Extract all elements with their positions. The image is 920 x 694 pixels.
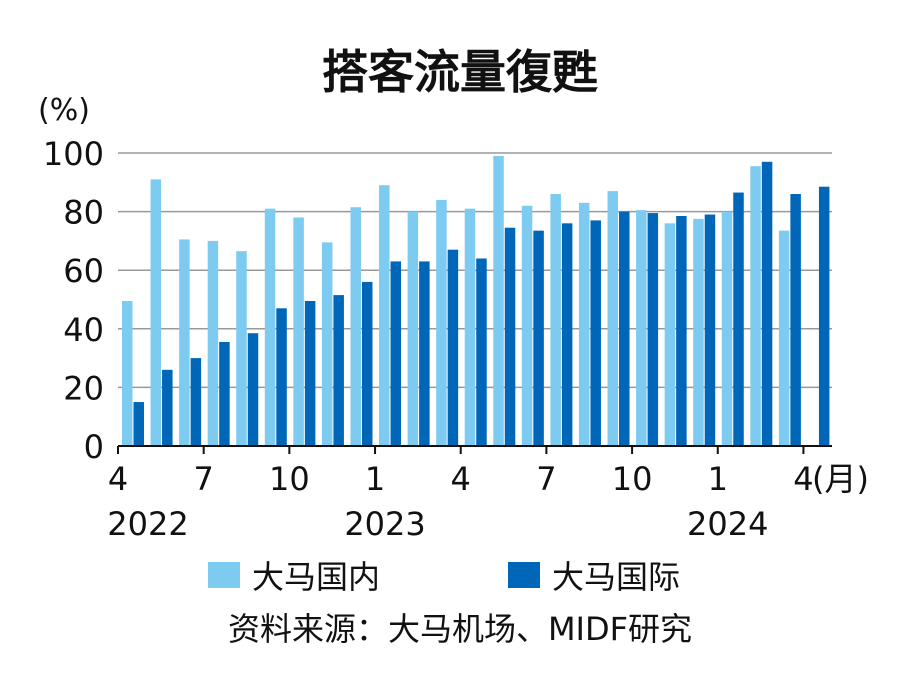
bar-international bbox=[619, 211, 630, 446]
x-tick-label: 7 bbox=[194, 460, 214, 498]
bar-international bbox=[247, 333, 259, 446]
y-tick-label: 80 bbox=[63, 194, 104, 232]
x-tick-label: 4 bbox=[108, 460, 128, 498]
bar-international bbox=[419, 261, 430, 446]
bar-international bbox=[590, 220, 601, 446]
bar-international bbox=[476, 258, 487, 446]
bar-domestic bbox=[379, 185, 390, 447]
bar-domestic bbox=[179, 239, 190, 446]
legend-swatch-domestic bbox=[208, 562, 240, 588]
bar-international bbox=[447, 249, 459, 446]
bar-international bbox=[676, 215, 687, 446]
x-tick-label: 10 bbox=[269, 460, 310, 498]
bar-domestic bbox=[521, 205, 533, 446]
bar-domestic bbox=[664, 223, 676, 446]
bar-domestic bbox=[264, 208, 276, 446]
bar-domestic bbox=[464, 208, 476, 446]
y-tick-label: 100 bbox=[43, 135, 104, 173]
bar-international bbox=[162, 369, 173, 446]
bar-domestic bbox=[350, 207, 361, 446]
x-tick-label: 4 bbox=[793, 460, 813, 498]
bar-international bbox=[733, 192, 744, 446]
bar-international bbox=[276, 308, 287, 446]
legend-label-international: 大马国际 bbox=[552, 558, 680, 596]
bar-international bbox=[333, 295, 344, 446]
bar-international bbox=[361, 281, 373, 446]
bar-domestic bbox=[436, 199, 447, 446]
bar-international bbox=[219, 341, 230, 446]
bar-domestic bbox=[321, 242, 333, 446]
legend: 大马国内 大马国际 bbox=[208, 558, 680, 596]
year-label: 2022 bbox=[107, 505, 188, 543]
bar-domestic bbox=[207, 240, 219, 446]
bar-international bbox=[304, 300, 316, 446]
bar-domestic bbox=[407, 211, 419, 446]
bar-international bbox=[190, 358, 202, 446]
chart-title: 搭客流量復甦 bbox=[322, 45, 598, 99]
year-label: 2024 bbox=[687, 505, 768, 543]
x-tick-label: 10 bbox=[612, 460, 653, 498]
bar-domestic bbox=[122, 300, 133, 446]
x-tick-label: 1 bbox=[365, 460, 385, 498]
y-tick-label: 60 bbox=[63, 252, 104, 290]
year-label: 2023 bbox=[344, 505, 425, 543]
bar-international bbox=[533, 230, 544, 446]
bar-domestic bbox=[636, 210, 647, 446]
bar-international bbox=[647, 213, 659, 446]
y-tick-label: 20 bbox=[63, 369, 104, 407]
x-tick-label: 4 bbox=[451, 460, 471, 498]
bar-international bbox=[561, 223, 573, 446]
bar-domestic bbox=[578, 202, 590, 446]
bar-domestic bbox=[493, 155, 504, 446]
x-tick-label: 1 bbox=[708, 460, 728, 498]
bar-international bbox=[790, 194, 801, 446]
bar-domestic bbox=[293, 217, 304, 446]
bar-domestic bbox=[750, 166, 761, 446]
y-tick-label: 40 bbox=[63, 311, 104, 349]
bar-domestic bbox=[550, 194, 561, 446]
y-tick-label: 0 bbox=[84, 428, 104, 466]
bar-international bbox=[704, 214, 716, 446]
bar-international bbox=[133, 402, 144, 446]
x-unit-label: (月) bbox=[812, 460, 869, 498]
bar-domestic bbox=[236, 251, 247, 446]
bar-domestic bbox=[693, 218, 704, 446]
legend-label-domestic: 大马国内 bbox=[252, 558, 380, 596]
legend-swatch-international bbox=[508, 562, 540, 588]
x-tick-label: 7 bbox=[536, 460, 556, 498]
bar-international bbox=[818, 186, 830, 446]
bar-domestic bbox=[778, 230, 790, 446]
bar-domestic bbox=[721, 211, 733, 446]
bar-domestic bbox=[150, 179, 162, 446]
bar-international bbox=[761, 161, 773, 447]
bar-international bbox=[390, 261, 402, 446]
source-note: 资料来源：大马机场、MIDF研究 bbox=[228, 610, 692, 648]
bar-domestic bbox=[607, 191, 619, 446]
y-axis-label: (%) bbox=[38, 93, 90, 128]
bar-international bbox=[504, 227, 516, 446]
